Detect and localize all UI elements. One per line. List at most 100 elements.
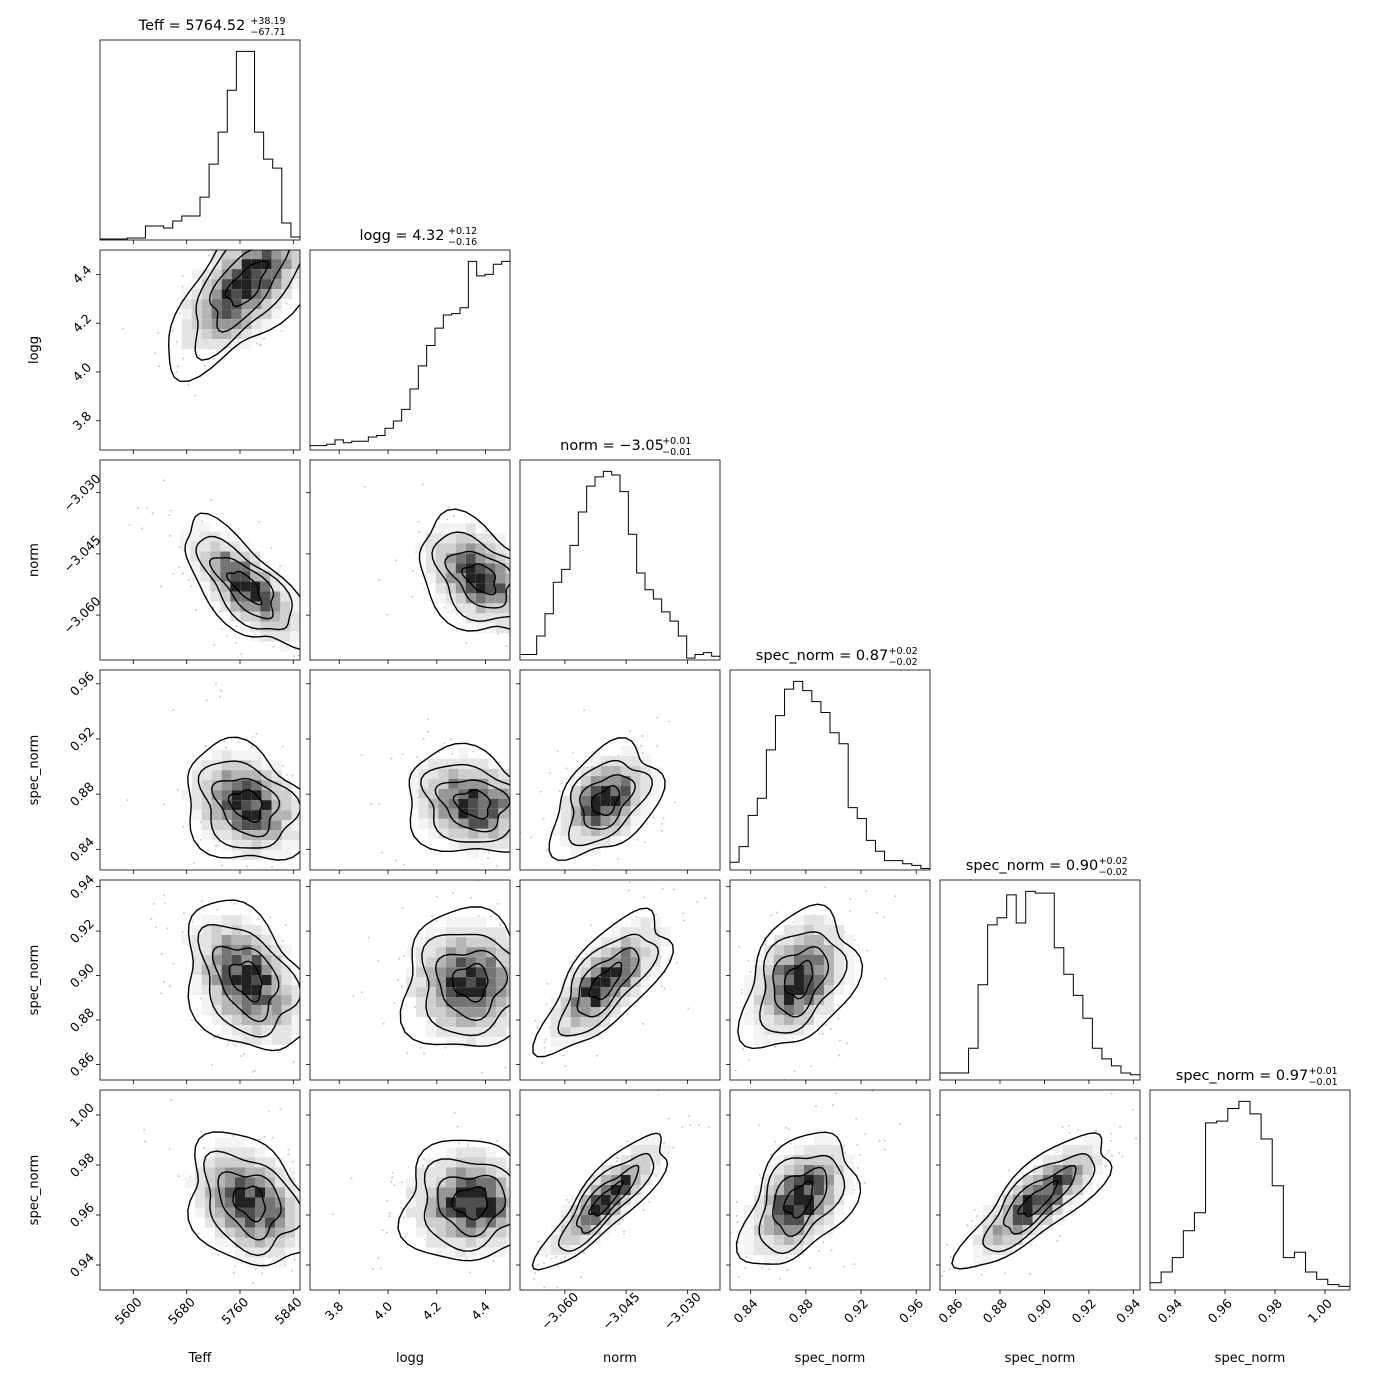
density-cell <box>201 790 212 801</box>
sample-point <box>545 810 547 812</box>
density-cell <box>793 1185 804 1195</box>
density-cell <box>251 820 262 831</box>
density-cell <box>428 828 439 839</box>
density-cell <box>245 1227 255 1238</box>
density-cell <box>783 1165 794 1175</box>
sample-point <box>341 652 343 654</box>
density-cell <box>295 1227 300 1238</box>
sample-point <box>664 971 667 974</box>
density-cell <box>221 1015 232 1025</box>
density-cell <box>428 788 439 799</box>
density-cell <box>445 1197 456 1208</box>
density-cell <box>291 790 300 801</box>
density-cell <box>1032 1225 1043 1235</box>
contour-line <box>951 1132 1113 1270</box>
density-cell <box>560 1017 571 1028</box>
density-cell <box>231 1005 242 1015</box>
density-cell <box>425 573 436 584</box>
density-cell <box>242 229 252 239</box>
density-cell <box>813 1165 824 1175</box>
contour-line <box>167 250 300 383</box>
density-cell <box>823 1185 834 1195</box>
sample-point <box>788 1128 791 1131</box>
density-cell <box>445 917 456 928</box>
sample-point <box>642 1209 645 1212</box>
sample-point <box>243 230 245 232</box>
sample-point <box>516 770 518 772</box>
density-cell <box>191 800 202 811</box>
sample-point <box>568 1201 571 1204</box>
density-cell <box>231 289 242 300</box>
sample-point <box>160 585 163 588</box>
density-cell <box>291 830 300 841</box>
sample-point <box>522 811 524 813</box>
sample-point <box>316 1223 318 1225</box>
sample-point <box>163 803 166 806</box>
density-cell <box>1032 1195 1043 1205</box>
density-cell <box>221 1005 232 1015</box>
density-cell <box>255 1147 265 1158</box>
sample-point <box>727 1032 729 1034</box>
density-cell <box>550 1235 561 1245</box>
sample-point <box>1135 1137 1138 1140</box>
density-cell <box>435 957 446 968</box>
density-cell <box>823 1225 834 1235</box>
sample-point <box>540 1191 542 1193</box>
density-cell <box>275 1217 285 1228</box>
sample-point <box>279 208 281 210</box>
density-cell <box>458 828 469 839</box>
sample-point <box>583 875 585 877</box>
density-cell <box>295 1197 300 1208</box>
sample-point <box>513 613 515 615</box>
density-cell <box>580 1225 591 1235</box>
sample-point <box>401 753 404 756</box>
density-cell <box>405 1197 416 1208</box>
sample-point <box>177 1175 180 1178</box>
density-cell <box>251 269 262 280</box>
density-cell <box>763 1035 774 1045</box>
sample-point <box>270 547 273 550</box>
sample-point <box>627 889 630 892</box>
density-cell <box>516 1228 526 1238</box>
density-cell <box>195 1207 205 1218</box>
density-cell <box>455 1027 466 1038</box>
sample-point <box>878 1139 881 1142</box>
sample-point <box>339 831 341 833</box>
density-cell <box>550 1017 561 1028</box>
sample-point <box>172 572 175 575</box>
sample-point <box>140 527 143 530</box>
density-cell <box>600 1215 611 1225</box>
density-cell <box>240 551 251 562</box>
density-cell <box>215 1217 225 1228</box>
pair-frame <box>519 1089 721 1291</box>
density-cell <box>773 1185 784 1195</box>
sample-point <box>526 822 528 824</box>
density-cell <box>620 947 631 958</box>
density-cell <box>793 935 804 945</box>
density-cell <box>425 1207 436 1218</box>
contour-line <box>184 512 300 650</box>
density-cell <box>241 299 252 310</box>
density-cell <box>580 997 591 1008</box>
density-cell <box>763 1215 774 1225</box>
density-cell <box>610 987 621 998</box>
density-cell <box>280 641 291 652</box>
sample-point <box>151 512 154 515</box>
density-cell <box>630 957 641 968</box>
sample-point <box>539 1173 541 1175</box>
sample-point <box>370 802 373 805</box>
sample-point <box>306 220 308 222</box>
density-cell <box>793 955 804 965</box>
sample-point <box>617 1157 620 1160</box>
sample-point <box>172 962 175 965</box>
sample-point <box>357 194 359 196</box>
density-cell <box>783 1215 794 1225</box>
density-cell <box>271 1005 282 1015</box>
sample-point <box>623 1230 626 1233</box>
density-cell <box>241 259 252 270</box>
density-cell <box>793 945 804 955</box>
hist-title-plus: +0.12 <box>448 226 477 237</box>
density-cell <box>225 1177 235 1188</box>
density-cell <box>560 977 571 988</box>
density-cell <box>783 1035 794 1045</box>
